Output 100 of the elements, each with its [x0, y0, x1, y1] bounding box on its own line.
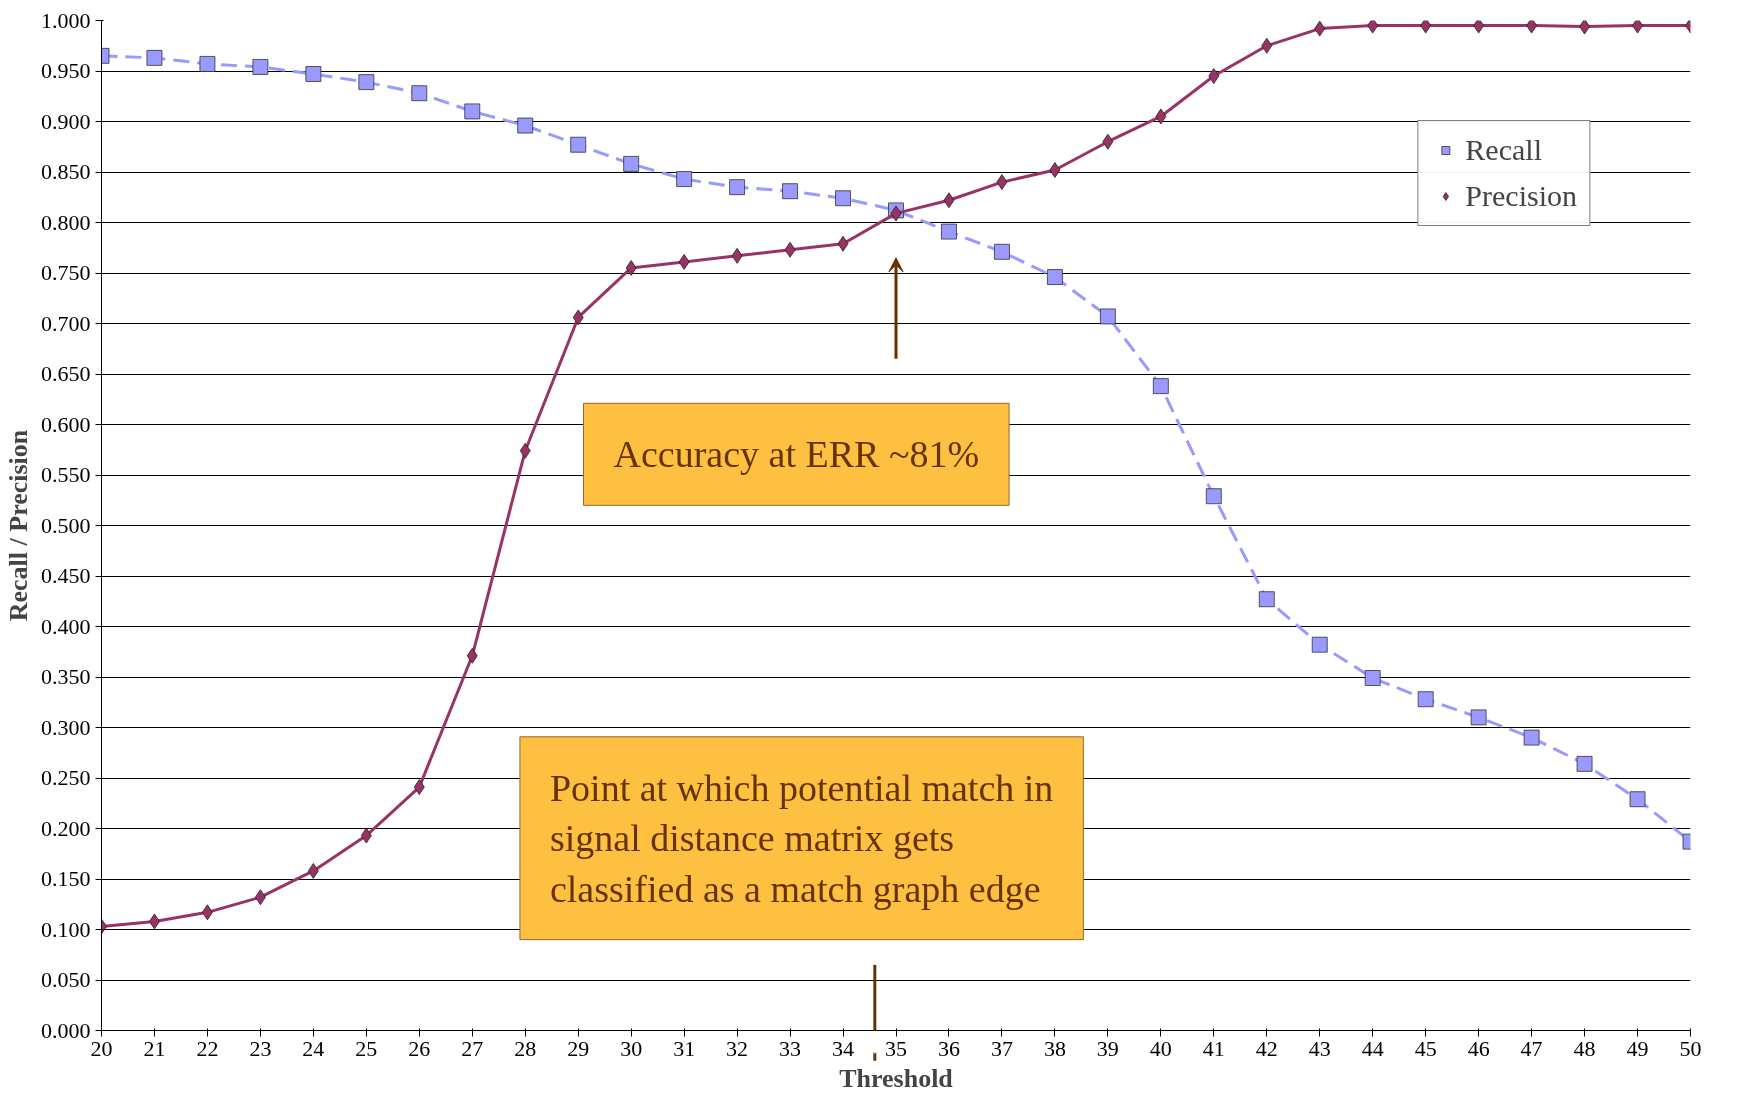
- point: [996, 174, 1008, 190]
- y-tick-label: 0.000: [41, 1017, 91, 1043]
- point: [1258, 591, 1275, 608]
- legend-label: Precision: [1465, 179, 1577, 213]
- y-tick-label: 0.400: [41, 613, 91, 639]
- y-tick-label: 0.750: [41, 260, 91, 285]
- x-tick-label: 24: [302, 1035, 325, 1061]
- point: [784, 241, 796, 258]
- point: [943, 192, 955, 209]
- point: [572, 309, 584, 326]
- x-tick-label: 47: [1520, 1035, 1543, 1061]
- point: [464, 103, 481, 120]
- point: [1470, 709, 1487, 726]
- x-tick-label: 50: [1679, 1035, 1702, 1061]
- point: [623, 156, 640, 172]
- point: [782, 183, 798, 200]
- x-tick-label: 49: [1626, 1035, 1649, 1061]
- point: [199, 56, 216, 72]
- x-tick-label: 20: [90, 1035, 113, 1061]
- point: [941, 223, 957, 240]
- point: [1049, 162, 1061, 178]
- point: [625, 260, 637, 276]
- point: [837, 235, 849, 252]
- point: [1311, 636, 1328, 653]
- x-tick-label: 31: [673, 1035, 696, 1061]
- x-tick-label: 32: [726, 1035, 749, 1061]
- x-tick-label: 28: [514, 1035, 537, 1061]
- y-tick-label: 0.650: [41, 361, 91, 386]
- y-tick-label: 0.150: [41, 866, 91, 891]
- x-tick-label: 38: [1043, 1035, 1066, 1061]
- point: [1152, 378, 1169, 395]
- point: [360, 827, 372, 844]
- x-tick-label: 25: [355, 1035, 378, 1061]
- x-tick-label: 43: [1308, 1035, 1331, 1061]
- x-tick-label: 42: [1255, 1035, 1278, 1061]
- point: [1099, 308, 1116, 325]
- y-tick-label: 0.500: [41, 512, 91, 538]
- x-tick-label: 29: [567, 1035, 590, 1061]
- point: [1367, 20, 1379, 34]
- x-tick-label: 30: [620, 1035, 643, 1061]
- point: [678, 253, 690, 270]
- y-tick-label: 0.800: [41, 209, 91, 235]
- y-axis-title: Recall / Precision: [4, 429, 33, 622]
- point: [305, 66, 322, 82]
- point: [1102, 133, 1114, 150]
- x-tick-label: 45: [1414, 1035, 1437, 1061]
- y-tick-label: 0.200: [41, 815, 91, 841]
- legend-label: Recall: [1465, 133, 1542, 167]
- y-tick-label: 0.600: [41, 411, 91, 437]
- x-tick-label: 39: [1096, 1035, 1119, 1061]
- point: [1364, 670, 1381, 686]
- point: [517, 117, 534, 134]
- point: [1473, 20, 1485, 34]
- y-tick-label: 0.350: [41, 664, 91, 689]
- y-tick-label: 1.000: [41, 7, 91, 33]
- point: [1579, 20, 1590, 35]
- point: [676, 171, 693, 187]
- y-tick-label: 0.950: [41, 58, 91, 83]
- point: [1523, 729, 1540, 746]
- y-tick-label: 0.450: [41, 563, 91, 588]
- annotation: Point at which potential match in signal distance matrix gets classified as a match graph edge: [549, 766, 1054, 910]
- point: [1208, 68, 1220, 84]
- x-tick-label: 26: [408, 1035, 431, 1061]
- y-tick-label: 0.300: [41, 714, 91, 740]
- point: [994, 243, 1010, 260]
- point: [146, 49, 163, 66]
- y-tick-label: 0.050: [41, 967, 91, 992]
- point: [1632, 20, 1643, 34]
- point: [729, 179, 745, 196]
- x-tick-label: 37: [990, 1035, 1013, 1061]
- x-tick-label: 33: [779, 1035, 802, 1061]
- x-tick-label: 41: [1202, 1035, 1225, 1061]
- point: [1314, 20, 1326, 37]
- point: [1205, 488, 1222, 505]
- x-tick-label: 22: [196, 1035, 219, 1061]
- y-tick-label: 0.100: [41, 916, 91, 942]
- point: [466, 647, 478, 664]
- y-tick-label: 0.550: [41, 462, 91, 487]
- annotation: Accuracy at ERR ~81%: [613, 433, 980, 476]
- point: [1629, 791, 1646, 808]
- point: [835, 190, 851, 207]
- point: [1417, 691, 1434, 708]
- point: [307, 863, 319, 879]
- x-tick-label: 48: [1573, 1035, 1596, 1061]
- y-tick-label: 0.850: [41, 159, 91, 184]
- y-tick-label: 0.700: [41, 310, 91, 336]
- x-tick-label: 21: [143, 1035, 166, 1061]
- point: [1526, 20, 1537, 34]
- x-tick-label: 23: [249, 1035, 272, 1061]
- point: [519, 442, 531, 459]
- x-tick-label: 27: [461, 1035, 484, 1061]
- point: [413, 779, 425, 795]
- x-tick-label: 34: [832, 1035, 855, 1061]
- x-tick-label: 35: [885, 1035, 907, 1061]
- point: [570, 136, 587, 153]
- point: [411, 85, 428, 102]
- point: [358, 74, 375, 91]
- x-tick-label: 40: [1149, 1035, 1172, 1061]
- x-axis-title: Threshold: [839, 1063, 954, 1093]
- point: [731, 247, 743, 264]
